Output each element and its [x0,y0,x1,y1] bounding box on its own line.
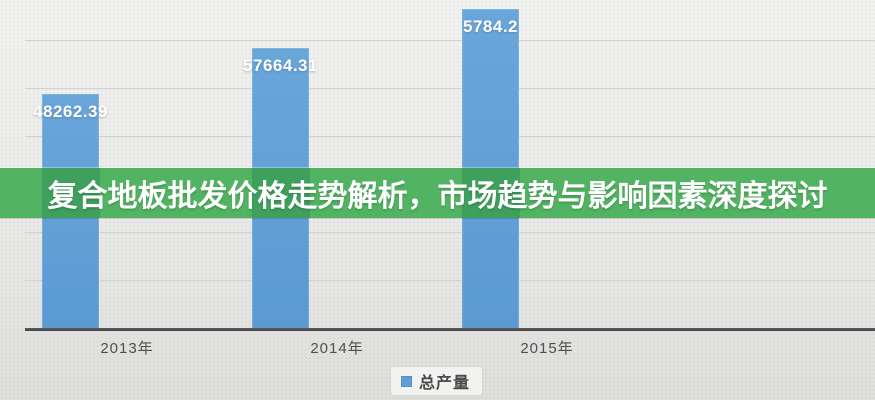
legend-label: 总产量 [419,375,471,392]
gridline [25,40,875,41]
bar-value-label: 5784.2 [463,17,518,36]
title-banner: 复合地板批发价格走势解析，市场趋势与影响因素深度探讨 [0,168,875,218]
x-axis-label-2013年: 2013年 [100,340,154,357]
bar-value-label: 57664.31 [243,56,318,75]
legend: 总产量 [391,367,483,395]
x-axis-label-2015年: 2015年 [520,340,574,357]
banner-bar-shadow [42,168,100,218]
gridline [25,280,875,281]
legend-swatch-icon [401,375,412,387]
gridline [25,232,875,233]
bar-value-label: 48262.39 [33,102,108,121]
banner-bar-shadow [462,168,520,218]
x-axis-line [25,328,875,331]
x-axis-label-2014年: 2014年 [310,340,364,357]
gridline [25,136,875,137]
page-title: 复合地板批发价格走势解析，市场趋势与影响因素深度探讨 [47,180,828,213]
gridline [25,88,875,89]
banner-bar-shadow [252,168,310,218]
